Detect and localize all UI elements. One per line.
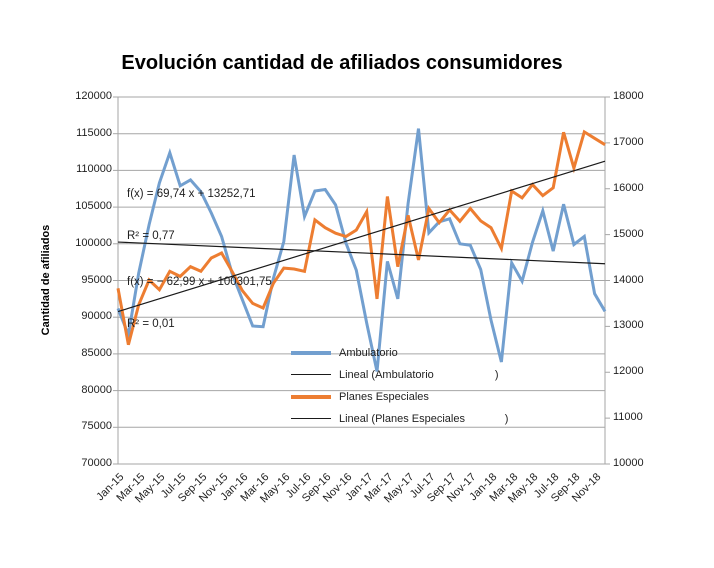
legend-item: Lineal (Ambulatorio ) bbox=[291, 368, 508, 381]
y-axis-right-tick-label: 11000 bbox=[613, 411, 643, 424]
trendline-lineal-planes-especiales bbox=[117, 160, 606, 313]
y-axis-left-tick-label: 95000 bbox=[81, 273, 112, 286]
series-planes-especiales-line bbox=[116, 129, 606, 346]
y-axis-right-tick-label: 12000 bbox=[613, 365, 644, 378]
y-axis-left-tick-label: 105000 bbox=[75, 200, 112, 213]
legend-label: Ambulatorio bbox=[339, 346, 398, 359]
y-axis-right-tick-label: 15000 bbox=[613, 227, 644, 240]
y-axis-left-tick-label: 120000 bbox=[75, 90, 112, 102]
legend-item: Lineal (Planes Especiales ) bbox=[291, 412, 508, 425]
y-axis-right-tick-label: 10000 bbox=[613, 457, 644, 469]
y-axis-left-tick-label: 90000 bbox=[81, 310, 112, 323]
y-axis-right-tick-label: 17000 bbox=[613, 135, 644, 148]
y-axis-left-tick-label: 85000 bbox=[81, 346, 112, 359]
legend-line-swatch bbox=[291, 350, 331, 355]
y-axis-left-tick-label: 70000 bbox=[81, 457, 112, 469]
legend-label: Planes Especiales bbox=[339, 390, 429, 403]
legend-item: Planes Especiales bbox=[291, 390, 508, 403]
y-axis-right-tick-label: 16000 bbox=[613, 181, 644, 194]
equation-formula: f(x) = − 62,99 x + 100301,75 bbox=[127, 276, 272, 288]
y-axis-right-tick-label: 18000 bbox=[613, 90, 644, 102]
chart-title: Evolución cantidad de afiliados consumid… bbox=[121, 52, 563, 74]
legend-line-swatch bbox=[291, 394, 331, 399]
y-axis-left-tick-label: 80000 bbox=[81, 383, 112, 396]
chart-legend: Ambulatorio Lineal (Ambulatorio ) Planes E… bbox=[291, 346, 508, 425]
y-axis-right-tick-label: 13000 bbox=[613, 319, 644, 332]
trendline-equation-ambulatorio: f(x) = − 62,99 x + 100301,75 R² = 0,01 bbox=[127, 247, 272, 359]
y-axis-right-tick-label: 14000 bbox=[613, 273, 644, 286]
y-axis-left-tick-label: 75000 bbox=[81, 420, 112, 433]
series-ambulatorio-line bbox=[116, 128, 607, 372]
legend-line-swatch bbox=[291, 374, 331, 375]
y-axis-left-tick-label: 100000 bbox=[75, 236, 112, 249]
trendline-equation-planes: f(x) = 69,74 x + 13252,71 R² = 0,77 bbox=[127, 159, 256, 271]
trendline-lineal-ambulatorio bbox=[117, 241, 606, 265]
y-axis-left-tick-label: 115000 bbox=[76, 126, 112, 139]
equation-r2: R² = 0,01 bbox=[127, 318, 175, 330]
legend-item: Ambulatorio bbox=[291, 346, 508, 359]
y-axis-left-tick-label: 110000 bbox=[76, 163, 112, 176]
legend-label: Lineal (Planes Especiales ) bbox=[339, 412, 509, 425]
legend-label: Lineal (Ambulatorio ) bbox=[339, 368, 499, 381]
equation-r2: R² = 0,77 bbox=[127, 230, 175, 242]
equation-formula: f(x) = 69,74 x + 13252,71 bbox=[127, 188, 256, 200]
legend-line-swatch bbox=[291, 418, 331, 419]
